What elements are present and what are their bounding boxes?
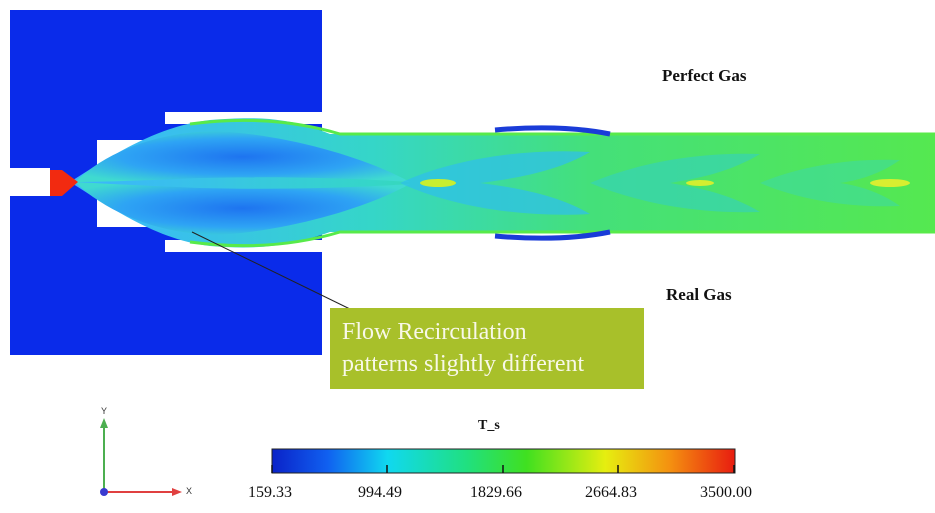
colorbar-tick-label: 3500.00 [700, 484, 752, 502]
real-gas-label: Real Gas [666, 285, 732, 305]
annotation-line-2: patterns slightly different [342, 348, 634, 380]
inlet-channel [10, 168, 50, 196]
hot-spot [420, 179, 456, 187]
colorbar-tick-label: 994.49 [358, 484, 402, 502]
colorbar-tick-label: 159.33 [248, 484, 292, 502]
colorbar-tick-label: 1829.66 [470, 484, 522, 502]
hot-spot [870, 179, 910, 187]
axis-triad [100, 418, 182, 496]
hot-spot [686, 180, 714, 186]
perfect-gas-label: Perfect Gas [662, 66, 746, 86]
colorbar-tick-label: 2664.83 [585, 484, 637, 502]
annotation-line-1: Flow Recirculation [342, 316, 634, 348]
annotation-callout: Flow Recirculation patterns slightly dif… [330, 308, 644, 389]
x-axis-label: X [186, 486, 192, 496]
colorbar-title: T_s [478, 418, 500, 434]
y-axis-label: Y [101, 406, 107, 416]
